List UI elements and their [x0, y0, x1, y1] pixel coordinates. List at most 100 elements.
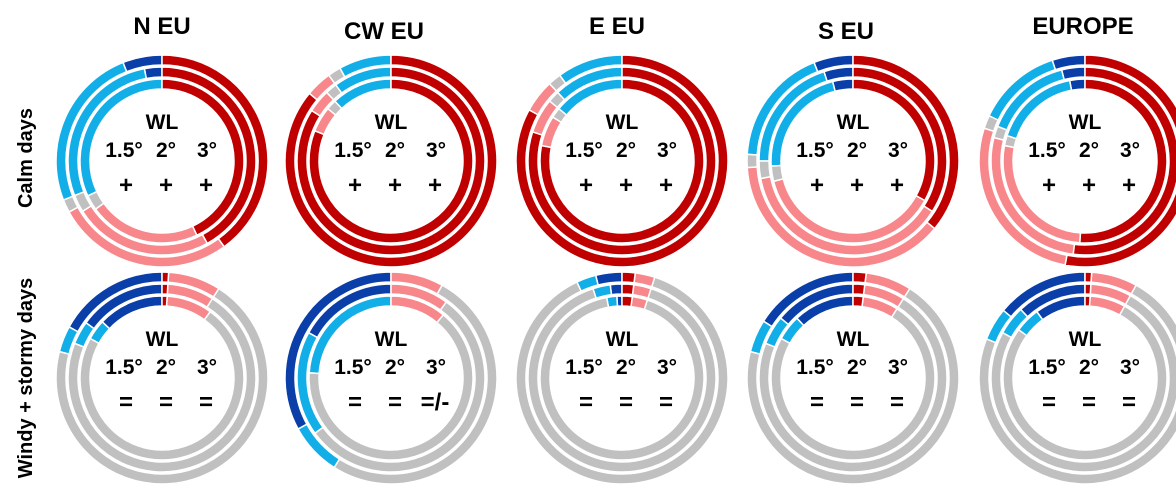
warming-level-label: 2° — [156, 139, 176, 162]
significance-sign: = — [659, 389, 673, 416]
warming-level-label: 2° — [847, 356, 867, 379]
donut-segment-no-change — [758, 297, 948, 473]
donut-segment-strong-increase — [1064, 54, 1176, 268]
donut-segment-weak-increase — [166, 283, 214, 309]
donut-segment-no-change — [527, 287, 717, 473]
significance-sign: + — [619, 172, 633, 199]
column-title-s-eu: S EU — [818, 18, 874, 45]
donut-segment-strong-increase — [539, 78, 705, 244]
warming-level-label: 1.5° — [565, 356, 603, 379]
center-label-wl: WL — [837, 111, 870, 134]
warming-level-label: 1.5° — [1028, 356, 1066, 379]
donut-segment-strong-increase — [296, 66, 486, 256]
significance-sign: + — [659, 172, 673, 199]
donut-segment-weak-increase — [630, 295, 649, 311]
warming-level-label: 1.5° — [796, 139, 834, 162]
donut-segment-no-change — [1002, 305, 1168, 461]
donut-segment-strong-increase — [852, 295, 865, 308]
donut-segment-no-change — [79, 310, 245, 461]
donut-segment-strong-increase — [515, 54, 729, 268]
significance-sign: = — [1082, 389, 1096, 416]
donut-segment-strong-increase — [1084, 271, 1093, 283]
center-label-wl: WL — [375, 111, 408, 134]
warming-level-label: 1.5° — [105, 356, 143, 379]
significance-sign: = — [348, 389, 362, 416]
significance-sign: = — [619, 389, 633, 416]
donut-segment-weak-decrease — [575, 274, 600, 293]
significance-sign: = — [119, 389, 133, 416]
warming-level-label: 1.5° — [334, 139, 372, 162]
donut-segment-strong-increase — [1072, 66, 1176, 256]
donut-segment-strong-increase — [852, 283, 866, 296]
donut-segment-strong-increase — [1079, 78, 1168, 244]
warming-level-label: 3° — [888, 356, 908, 379]
donut-segment-weak-increase — [633, 271, 656, 288]
donut-segment-strong-increase — [527, 66, 717, 256]
column-title-e-eu: E EU — [589, 13, 645, 40]
warming-level-label: 3° — [657, 356, 677, 379]
center-label-wl: WL — [146, 111, 179, 134]
donut-segment-weak-decrease — [605, 295, 619, 309]
donut-panel: WL1.5° 2° 3° = = = — [746, 271, 960, 485]
row-label-calm-days: Calm days — [15, 108, 37, 208]
donut-segment-no-change — [539, 296, 705, 461]
panels-group: WL1.5° 2° 3°+ + +WL1.5° 2° 3°+ + +WL1.5° 2° 3°+ + +W… — [55, 54, 1176, 485]
donut-segment-no-change — [73, 190, 93, 213]
donut-segment-no-change — [86, 190, 105, 211]
donut-segment-strong-increase — [852, 271, 868, 284]
donut-segment-strong-increase — [1084, 295, 1091, 307]
center-label-wl: WL — [606, 328, 639, 351]
donut-segment-weak-decrease — [1001, 308, 1029, 339]
warming-level-label: 2° — [1079, 356, 1099, 379]
significance-sign: + — [199, 172, 213, 199]
significance-sign: = — [890, 389, 904, 416]
donut-segment-weak-increase — [990, 136, 1076, 256]
donut-segment-weak-increase — [313, 107, 337, 136]
donut-segment-weak-increase — [861, 295, 898, 319]
donut-segment-weak-decrease — [780, 317, 805, 345]
significance-sign: + — [1082, 172, 1096, 199]
donut-segment-weak-increase — [68, 206, 226, 268]
warming-level-label: 2° — [847, 139, 867, 162]
donut-segment-no-change — [746, 287, 960, 485]
warming-level-label: 3° — [1120, 356, 1140, 379]
donut-segment-weak-increase — [165, 295, 212, 321]
donut-segment-strong-increase — [161, 295, 168, 307]
donut-segment-weak-increase — [759, 175, 934, 256]
significance-sign: = — [850, 389, 864, 416]
donut-segment-weak-increase — [308, 74, 336, 101]
donut-segment-weak-decrease — [67, 67, 148, 197]
significance-sign: = — [159, 389, 173, 416]
warming-level-label: 2° — [385, 356, 405, 379]
donut-segment-strong-decrease — [1060, 66, 1086, 81]
donut-segment-weak-decrease — [58, 325, 79, 356]
donut-segment-no-change — [770, 164, 785, 183]
warming-level-label: 2° — [385, 139, 405, 162]
donut-segment-weak-increase — [746, 166, 936, 268]
warming-level-label: 3° — [657, 139, 677, 162]
donut-segment-weak-increase — [864, 271, 911, 298]
donut-segment-no-change — [313, 300, 486, 473]
donut-segment-weak-decrease — [1017, 310, 1044, 337]
row-label-windy-stormy-days: Windy + stormy days — [15, 278, 37, 478]
donut-segment-strong-increase — [1084, 283, 1092, 295]
donut-segment-no-change — [978, 284, 1176, 485]
warming-level-label: 3° — [888, 139, 908, 162]
donut-segment-no-change — [990, 294, 1176, 473]
donut-segment-no-change — [515, 276, 729, 485]
warming-level-label: 1.5° — [1028, 139, 1066, 162]
donut-segment-strong-increase — [161, 66, 257, 245]
donut-segment-weak-increase — [167, 271, 220, 298]
donut-segment-strong-increase — [161, 78, 245, 237]
significance-sign: + — [579, 172, 593, 199]
center-label-wl: WL — [146, 328, 179, 351]
donut-segment-weak-decrease — [592, 283, 613, 300]
donut-segment-strong-increase — [852, 54, 960, 230]
donut-segment-weak-increase — [1089, 283, 1132, 306]
donut-segment-weak-increase — [390, 271, 444, 295]
donut-segment-weak-decrease — [988, 59, 1057, 122]
donut-segment-strong-increase — [621, 271, 637, 284]
significance-sign: = — [579, 389, 593, 416]
significance-sign: =/- — [421, 389, 450, 416]
